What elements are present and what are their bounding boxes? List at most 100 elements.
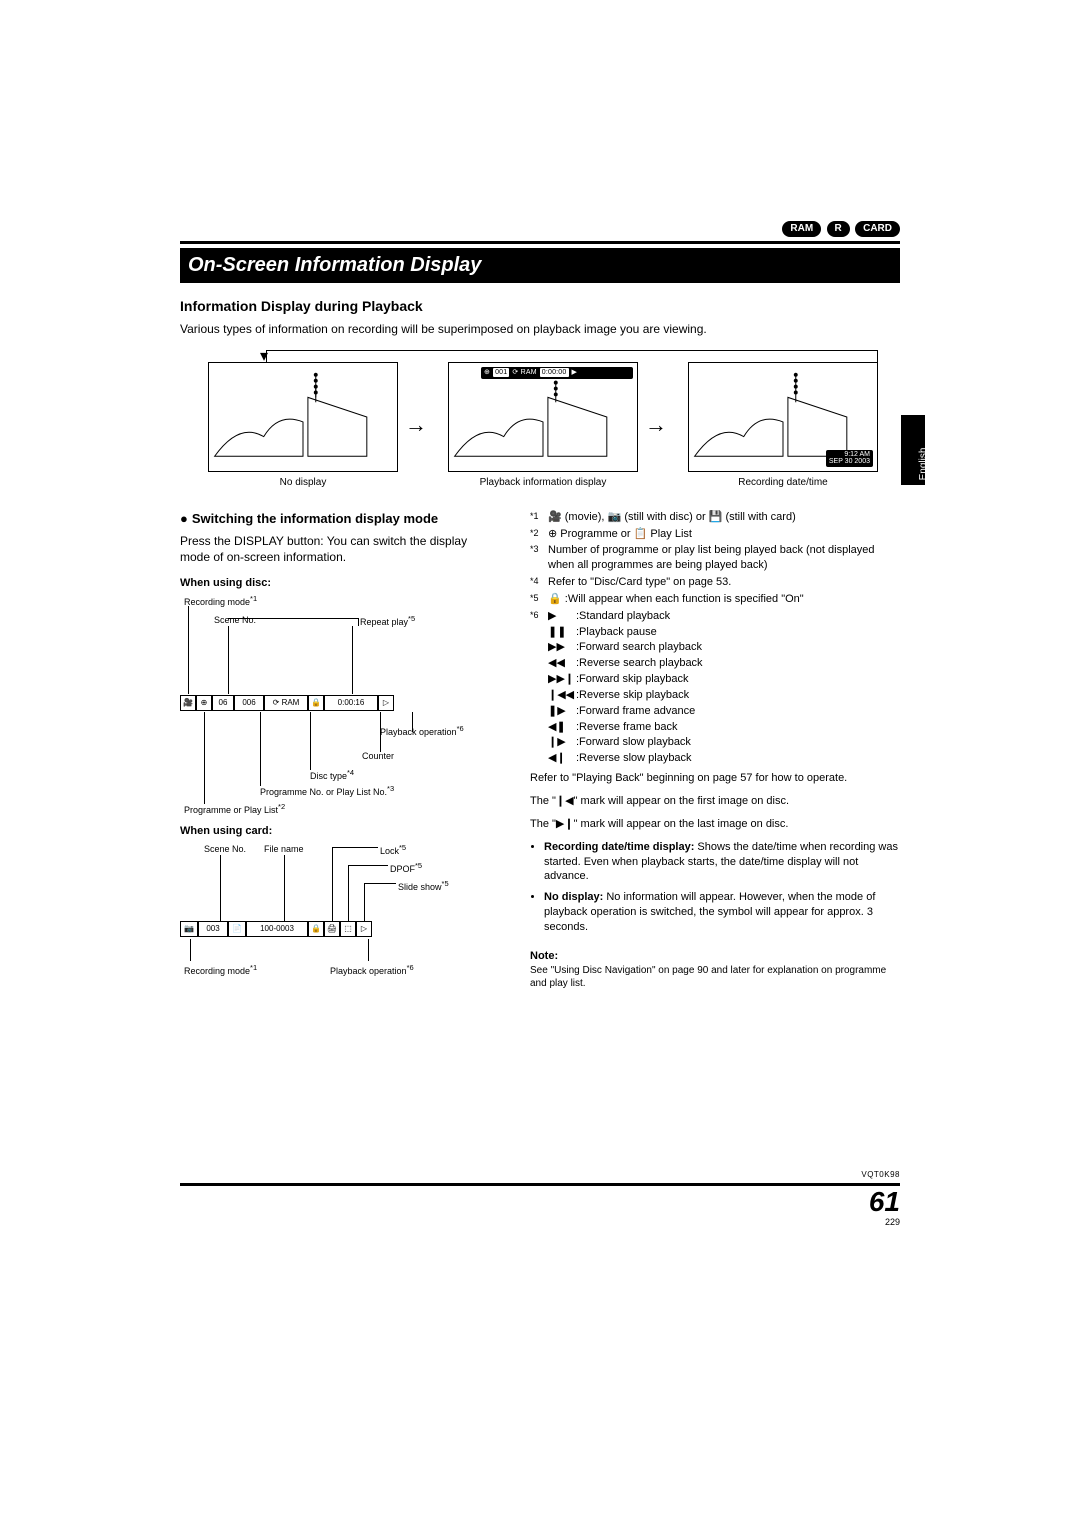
footnote-2: *2 ⊕ Programme or 📋 Play List: [530, 527, 900, 542]
playback-symbol-icon: ❙◀◀: [548, 688, 576, 703]
label-recmode: Recording mode*1: [184, 963, 257, 977]
language-tab: English: [901, 415, 925, 485]
badge-ram: RAM: [782, 221, 821, 237]
footnote-4: *4 Refer to "Disc/Card type" on page 53.: [530, 575, 900, 590]
playback-symbol-icon: ❚▶: [548, 704, 576, 719]
sup-label: *4: [530, 575, 548, 590]
lock-icon: 🔒: [308, 695, 324, 711]
banner-disc: ⟳ RAM: [512, 368, 536, 377]
playback-icon-row: ◀❚:Reverse frame back: [548, 720, 900, 735]
playback-icon-row: ❚▶:Forward frame advance: [548, 704, 900, 719]
playback-icon-row: ❙▶:Forward slow playback: [548, 735, 900, 750]
label-dpof: DPOF*5: [390, 861, 422, 875]
footnote-body: 🎥 (movie), 📷 (still with disc) or 💾 (sti…: [548, 510, 900, 525]
playback-symbol-icon: ◀❚: [548, 720, 576, 735]
label-proglist: Programme or Play List*2: [184, 802, 285, 816]
panel-playback-info: ⊕ 001 ⟳ RAM 0:00:00 ▶: [448, 362, 638, 472]
caption-playback-info: Playback information display: [448, 476, 638, 490]
sup-label: *5: [530, 592, 548, 607]
lock-icon: 🔒: [548, 593, 562, 605]
label-progno: Programme No. or Play List No.*3: [260, 784, 394, 798]
sup-label: *1: [530, 510, 548, 525]
playback-symbol-label: :Standard playback: [576, 609, 900, 624]
panel-datetime: 9:12 AM SEP 30 2003: [688, 362, 878, 472]
sup-label: *2: [530, 527, 548, 542]
playback-icon-row: ▶▶:Forward search playback: [548, 640, 900, 655]
display-mode-diagram: ▾ ⊕ 001 ⟳ RAM 0:00:00 ▶: [180, 348, 900, 498]
playback-symbol-label: :Forward search playback: [576, 640, 900, 655]
disc-heading: When using disc:: [180, 576, 500, 591]
panel-no-display: [208, 362, 398, 472]
bullet-head: No display:: [544, 891, 603, 903]
right-column: *1 🎥 (movie), 📷 (still with disc) or 💾 (…: [530, 510, 900, 994]
sub-page-number: 229: [180, 1216, 900, 1228]
refer-text: Refer to "Playing Back" beginning on pag…: [530, 771, 900, 786]
playback-icon-row: ◀❙:Reverse slow playback: [548, 751, 900, 766]
arrow-right-icon: →: [405, 410, 427, 440]
footnote-body: Refer to "Disc/Card type" on page 53.: [548, 575, 900, 590]
counter: 0:00:16: [324, 695, 378, 711]
playback-symbol-icon: ❙▶: [548, 735, 576, 750]
playback-symbol-label: :Reverse skip playback: [576, 688, 900, 703]
playback-symbol-label: :Reverse search playback: [576, 656, 900, 671]
play-icon: ▷: [356, 921, 372, 937]
disc-type: ⟳ RAM: [264, 695, 308, 711]
sup-label: *3: [530, 543, 548, 573]
footnote-body: Number of programme or play list being p…: [548, 543, 900, 573]
caption-no-display: No display: [208, 476, 398, 490]
footnote-6: *6 ▶:Standard playback❚❚:Playback pause▶…: [530, 609, 900, 767]
footnote-5: *5 🔒 :Will appear when each function is …: [530, 592, 900, 607]
caption-datetime: Recording date/time: [688, 476, 878, 490]
playback-symbol-icon: ▶: [548, 609, 576, 624]
card-info-bar: 📷 003 📄 100-0003 🔒 🖨 ⬚ ▷: [180, 921, 372, 939]
file-icon: 📄: [228, 921, 246, 937]
play-icon: ▷: [378, 695, 394, 711]
prog-no: 006: [234, 695, 264, 711]
badge-card: CARD: [855, 221, 900, 237]
banner-counter: 0:00:00: [540, 368, 569, 377]
scene-illustration-icon: [449, 363, 637, 471]
language-tab-label: English: [917, 429, 931, 499]
playback-symbol-label: :Forward slow playback: [576, 735, 900, 750]
label-playop: Playback operation*6: [380, 724, 464, 738]
note-heading: Note:: [530, 949, 900, 964]
section-heading: Information Display during Playback: [180, 297, 900, 316]
footnote-body: ▶:Standard playback❚❚:Playback pause▶▶:F…: [548, 609, 900, 767]
disc-schematic: Recording mode*1 Scene No. Repeat play*5…: [180, 594, 500, 814]
playback-symbol-label: :Reverse frame back: [576, 720, 900, 735]
label-recmode: Recording mode*1: [184, 594, 257, 608]
prog-icon: ⊕: [196, 695, 212, 711]
arrow-right-icon: →: [645, 410, 667, 440]
sd-icon: 💾: [709, 511, 723, 523]
label-scene: Scene No.: [214, 614, 256, 626]
banner-prog: 001: [493, 368, 509, 377]
left-column: Switching the information display mode P…: [180, 510, 500, 994]
playback-icon-row: ◀◀:Reverse search playback: [548, 656, 900, 671]
date-label: SEP 30 2003: [829, 458, 870, 465]
label-file: File name: [264, 843, 304, 855]
playback-symbol-label: :Forward frame advance: [576, 704, 900, 719]
footnote-3: *3 Number of programme or play list bein…: [530, 543, 900, 573]
playback-symbol-icon: ◀❙: [548, 751, 576, 766]
subheading: Switching the information display mode: [180, 510, 500, 528]
movie-icon: 🎥: [548, 511, 562, 523]
playback-symbol-icon: ▶▶❙: [548, 672, 576, 687]
playback-symbol-label: :Playback pause: [576, 625, 900, 640]
mark-first-text: The "❙◀" mark will appear on the first i…: [530, 794, 900, 809]
still-disc-icon: 📷: [608, 511, 622, 523]
footnote-body: 🔒 :Will appear when each function is spe…: [548, 592, 900, 607]
doc-number: VQT0K98: [180, 1170, 900, 1181]
movie-icon: 🎥: [180, 695, 196, 711]
list-item: Recording date/time display: Shows the d…: [544, 840, 900, 885]
mark-last-text: The "▶❙" mark will appear on the last im…: [530, 817, 900, 832]
page-footer: VQT0K98 61 229: [180, 1170, 900, 1228]
playback-symbol-icon: ▶▶: [548, 640, 576, 655]
scene-no: 06: [212, 695, 234, 711]
info-banner: ⊕ 001 ⟳ RAM 0:00:00 ▶: [481, 367, 633, 379]
footnote-body: ⊕ Programme or 📋 Play List: [548, 527, 900, 542]
sup-label: *6: [530, 609, 548, 767]
playback-symbol-icon: ◀◀: [548, 656, 576, 671]
label-disctype: Disc type*4: [310, 768, 354, 782]
playback-icon-row: ❙◀◀:Reverse skip playback: [548, 688, 900, 703]
scene-illustration-icon: [209, 363, 397, 471]
